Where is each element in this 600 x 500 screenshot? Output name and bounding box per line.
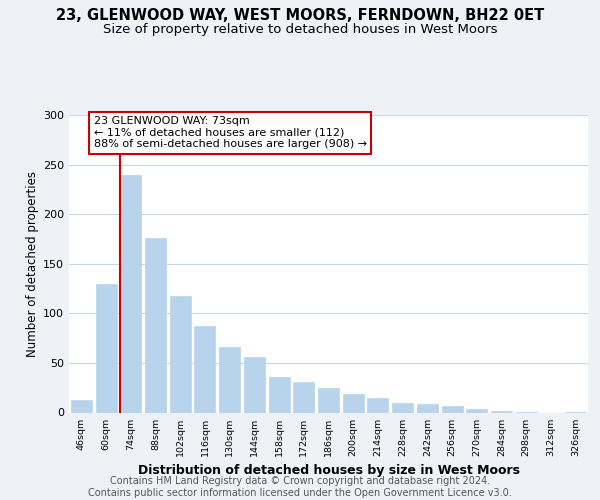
Bar [269,377,290,412]
Text: 23, GLENWOOD WAY, WEST MOORS, FERNDOWN, BH22 0ET: 23, GLENWOOD WAY, WEST MOORS, FERNDOWN, … [56,8,544,22]
Bar [244,357,265,412]
Bar [71,400,92,412]
Bar [194,326,215,412]
Bar [120,176,141,412]
Bar [145,238,166,412]
Text: Contains HM Land Registry data © Crown copyright and database right 2024.: Contains HM Land Registry data © Crown c… [110,476,490,486]
Bar [466,408,487,412]
Text: 23 GLENWOOD WAY: 73sqm
← 11% of detached houses are smaller (112)
88% of semi-de: 23 GLENWOOD WAY: 73sqm ← 11% of detached… [94,116,367,149]
Y-axis label: Number of detached properties: Number of detached properties [26,171,39,357]
Bar [367,398,388,412]
Bar [219,347,240,412]
Bar [318,388,339,412]
Bar [170,296,191,412]
Text: Size of property relative to detached houses in West Moors: Size of property relative to detached ho… [103,22,497,36]
Bar [343,394,364,412]
Bar [392,402,413,412]
Bar [293,382,314,412]
Bar [491,410,512,412]
Bar [417,404,438,412]
Bar [442,406,463,412]
Bar [95,284,116,412]
X-axis label: Distribution of detached houses by size in West Moors: Distribution of detached houses by size … [137,464,520,477]
Text: Contains public sector information licensed under the Open Government Licence v3: Contains public sector information licen… [88,488,512,498]
